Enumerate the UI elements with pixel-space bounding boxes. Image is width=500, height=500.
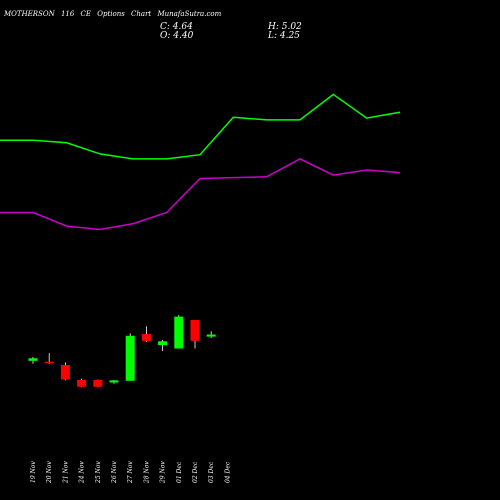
candle-body xyxy=(44,361,54,364)
x-tick-label: 28 Nov xyxy=(143,461,150,484)
candle-body xyxy=(174,316,184,349)
open-value: O: 4.40 xyxy=(160,31,194,41)
x-tick-label: 01 Dec xyxy=(176,461,183,483)
candle-body xyxy=(109,380,119,383)
candle xyxy=(206,331,216,338)
candle xyxy=(141,326,151,342)
candle-body xyxy=(77,379,87,387)
candle xyxy=(190,320,200,349)
ema-long-line xyxy=(0,158,401,231)
candle-body xyxy=(60,365,70,380)
candle xyxy=(174,314,184,349)
candle-body xyxy=(141,334,151,341)
candle-body xyxy=(190,320,200,341)
candle xyxy=(109,379,119,384)
x-tick-label: 26 Nov xyxy=(111,461,118,484)
candle-body xyxy=(158,341,168,346)
x-tick-label: 24 Nov xyxy=(79,461,86,484)
candle-body xyxy=(125,335,135,381)
candle xyxy=(28,357,38,364)
x-tick-label: 29 Nov xyxy=(160,461,167,484)
candle xyxy=(125,333,135,381)
candle-body xyxy=(206,334,216,337)
high-value: H: 5.02 xyxy=(268,22,302,32)
x-tick-label: 02 Dec xyxy=(192,461,199,483)
x-tick-label: 27 Nov xyxy=(127,461,134,484)
candle-body xyxy=(28,358,38,361)
candle xyxy=(77,378,87,388)
x-tick-label: 25 Nov xyxy=(95,461,102,484)
x-tick-label: 21 Nov xyxy=(62,461,69,484)
candle xyxy=(158,340,168,352)
x-tick-label: 03 Dec xyxy=(208,461,215,483)
close-value: C: 4.64 xyxy=(160,22,193,32)
candle xyxy=(44,353,54,364)
candle-body xyxy=(93,379,103,387)
chart-title: MOTHERSON 116 CE Options Chart MunafaSut… xyxy=(4,10,222,18)
candle xyxy=(60,362,70,381)
x-tick-label: 19 Nov xyxy=(30,461,37,483)
x-tick-label: 20 Nov xyxy=(46,461,53,484)
candle xyxy=(93,379,103,388)
x-tick-label: 04 Dec xyxy=(224,461,231,483)
ema-short-line xyxy=(0,93,401,160)
low-value: L: 4.25 xyxy=(268,31,300,41)
